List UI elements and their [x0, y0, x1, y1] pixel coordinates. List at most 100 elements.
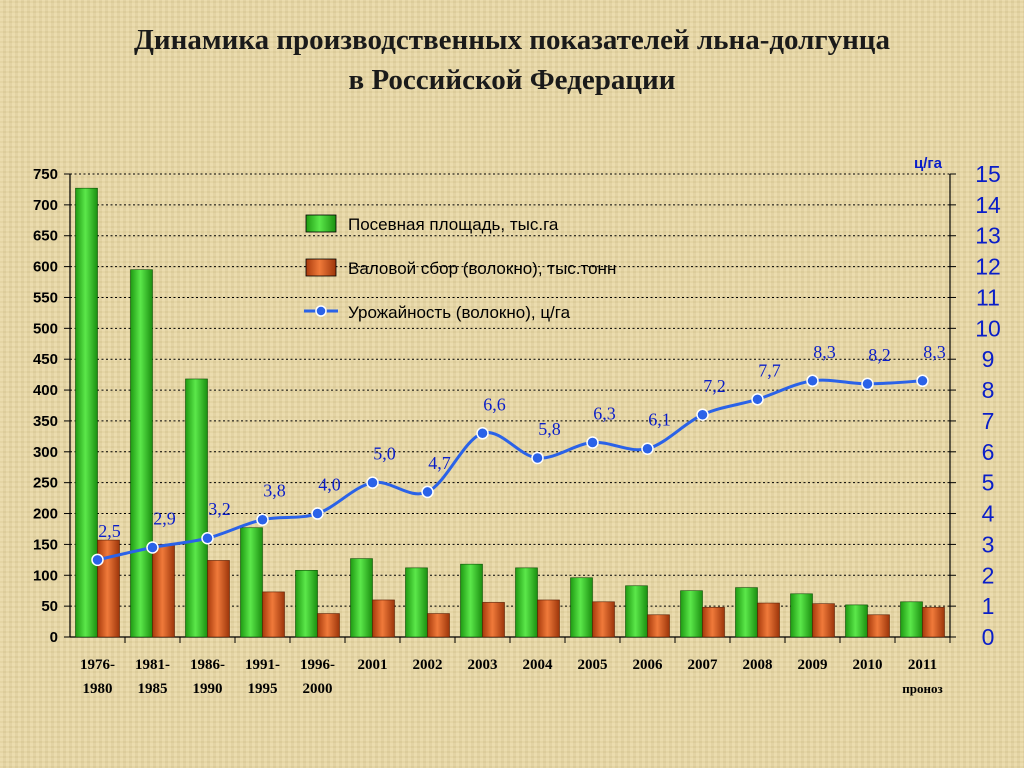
x-axis-tick-label-line2: проноз [902, 681, 942, 696]
yield-data-label: 2,5 [98, 521, 121, 541]
x-axis-tick-label: 2005 [578, 657, 608, 673]
yield-point [641, 442, 654, 455]
yield-data-label: 6,6 [483, 394, 506, 414]
chart-title-line1: Динамика производственных показателей ль… [133, 24, 891, 56]
right-axis-tick-label: 1 [982, 593, 995, 619]
bar-area [185, 378, 208, 638]
left-axis-tick-label: 100 [33, 567, 58, 584]
left-axis-tick-label: 400 [33, 382, 58, 399]
legend-label-harvest: Валовой сбор (волокно), тыс.тонн [348, 259, 616, 278]
left-axis-tick-label: 550 [33, 289, 58, 306]
yield-data-label: 3,2 [208, 499, 231, 519]
left-axis-tick-label: 150 [33, 536, 58, 553]
x-axis-tick-label: 1986- [190, 657, 225, 673]
legend-swatch-harvest [305, 258, 337, 277]
x-axis-tick-label: 2008 [743, 657, 773, 673]
yield-data-label: 6,1 [648, 410, 671, 430]
right-axis-tick-label: 4 [982, 501, 995, 527]
right-axis-tick-label: 5 [982, 470, 995, 496]
bar-area [295, 570, 318, 638]
left-axis-tick-label: 450 [33, 351, 58, 368]
yield-point [366, 476, 379, 489]
yield-data-label: 7,7 [758, 360, 781, 380]
yield-data-label: 4,0 [318, 475, 341, 495]
legend-marker-yield [315, 305, 327, 317]
yield-point [201, 531, 214, 545]
yield-point [476, 427, 489, 440]
x-axis-tick-label: 1991- [245, 657, 280, 673]
bar-area [130, 269, 153, 638]
left-axis-tick-label: 700 [33, 197, 58, 214]
yield-data-label: 5,0 [373, 444, 396, 464]
bar-harvest [757, 602, 780, 638]
legend-swatch-area [305, 214, 337, 233]
right-axis-tick-label: 14 [975, 192, 1001, 218]
x-axis-tick-label: 2007 [688, 657, 719, 673]
left-axis-tick-label: 300 [33, 444, 58, 461]
bar-harvest [812, 603, 835, 638]
bar-harvest [867, 614, 890, 638]
bar-area [405, 567, 428, 638]
x-axis-tick-label: 2009 [798, 657, 828, 673]
bar-area [900, 601, 923, 638]
bar-area [845, 604, 868, 638]
bar-harvest [592, 601, 615, 638]
right-axis-tick-label: 12 [975, 254, 1001, 280]
chart-title-line2: в Российской Федерации [348, 64, 676, 96]
x-axis-tick-label-line2: 1995 [248, 681, 278, 697]
bar-harvest [317, 613, 340, 638]
right-axis-tick-label: 10 [975, 315, 1001, 341]
bar-harvest [262, 591, 285, 638]
right-axis-tick-label: 13 [975, 223, 1001, 249]
yield-point [531, 451, 544, 465]
yield-line [91, 374, 929, 567]
right-axis-tick-label: 11 [976, 284, 1000, 310]
bar-area [790, 593, 813, 638]
yield-data-label: 8,3 [813, 342, 836, 362]
x-axis-tick-label-line2: 1985 [138, 681, 168, 697]
yield-point [696, 408, 709, 422]
yield-data-label: 2,9 [153, 508, 176, 528]
bar-area [515, 567, 538, 638]
bar-area [240, 527, 263, 638]
bar-area [460, 563, 483, 638]
bars [75, 187, 945, 638]
x-axis-tick-label: 2010 [853, 657, 883, 673]
yield-data-label: 4,7 [428, 453, 451, 473]
bar-area [625, 585, 648, 638]
yield-line-path [97, 378, 923, 562]
yield-point [146, 541, 159, 554]
yield-point [91, 553, 104, 567]
right-axis-tick-label: 9 [982, 346, 995, 372]
axes: 0501001502002503003504004505005506006507… [33, 161, 1001, 650]
yield-data-label: 5,8 [538, 419, 561, 439]
labels: 1976- 1980 1981- 1985 1986- 1990 1991- 1995 1996… [80, 342, 946, 697]
right-axis-tick-label: 6 [982, 439, 995, 465]
right-axis-tick-label: 7 [982, 408, 995, 434]
legend-label-yield: Урожайность (волокно), ц/га [348, 303, 571, 322]
x-axis-tick-label: 2004 [523, 657, 554, 673]
bar-harvest [482, 602, 505, 638]
bar-harvest [647, 614, 670, 638]
yield-data-label: 8,3 [923, 342, 946, 362]
left-axis-tick-label: 750 [33, 166, 58, 183]
right-axis-tick-label: 3 [982, 531, 995, 557]
left-axis-tick-label: 50 [41, 598, 58, 615]
bar-area [570, 577, 593, 638]
yield-point [586, 436, 599, 449]
bar-area [680, 590, 703, 638]
bar-harvest [152, 544, 175, 638]
bar-harvest [702, 607, 725, 638]
yield-data-label: 3,8 [263, 481, 286, 501]
yield-data-label: 8,2 [868, 345, 891, 365]
yield-point [311, 507, 324, 520]
yield-point [751, 393, 764, 406]
left-axis-tick-label: 350 [33, 413, 58, 430]
bar-harvest [922, 607, 945, 638]
x-axis-tick-label: 2001 [358, 657, 388, 673]
bar-harvest [207, 560, 230, 638]
yield-point [916, 374, 929, 388]
right-axis-tick-label: 15 [975, 161, 1001, 187]
x-axis-tick-label: 2006 [633, 657, 664, 673]
